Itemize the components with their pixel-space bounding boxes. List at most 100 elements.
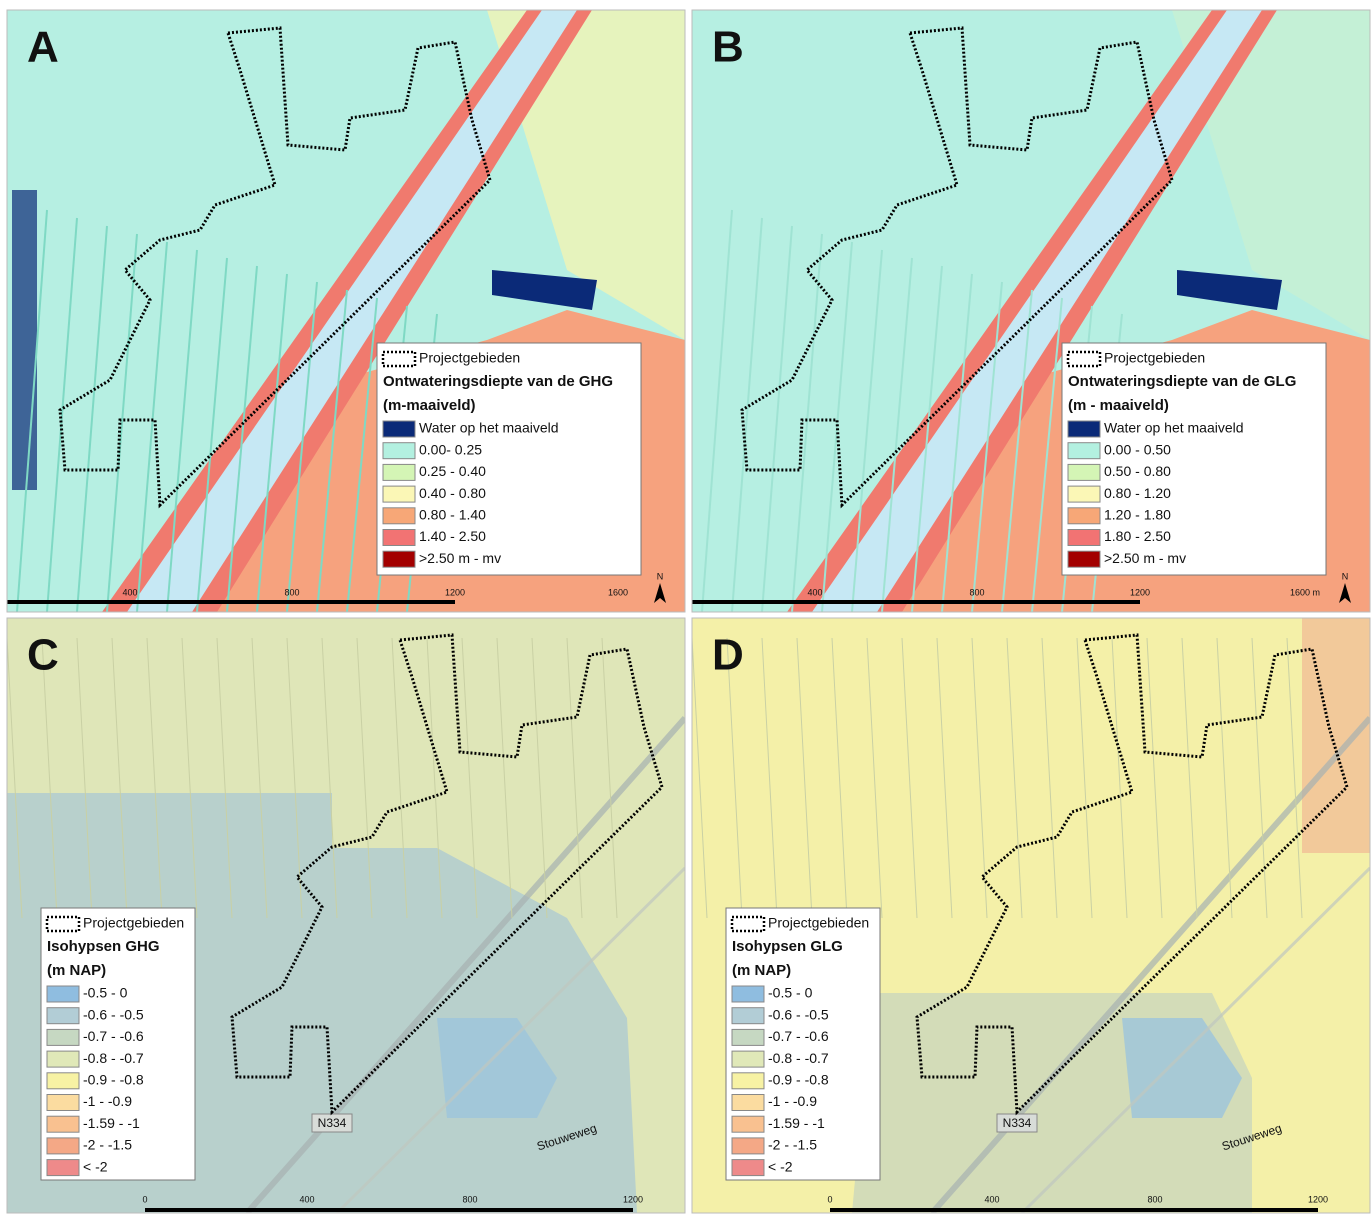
legend-item-label: -1.59 - -1 — [83, 1115, 140, 1131]
legend-swatch — [732, 1138, 764, 1154]
legend-item-label: -2 - -1.5 — [83, 1137, 132, 1153]
legend-unit: (m - maaiveld) — [1068, 397, 1169, 414]
legend-swatch — [47, 1138, 79, 1154]
legend-title: Isohypsen GLG — [732, 938, 843, 955]
legend-item-label: 0.80 - 1.20 — [1104, 485, 1171, 501]
legend-item-label: -0.6 - -0.5 — [83, 1006, 144, 1022]
legend-swatch — [383, 421, 415, 437]
legend-swatch — [383, 486, 415, 502]
legend-item-label: 1.20 - 1.80 — [1104, 507, 1171, 523]
legend-item-label: -0.8 - -0.7 — [768, 1050, 829, 1066]
legend-unit: (m-maaiveld) — [383, 397, 476, 414]
road-label: N334 — [1003, 1116, 1032, 1130]
scale-label: 0 — [142, 1194, 147, 1204]
legend-swatch — [732, 1073, 764, 1089]
legend-item-label: < -2 — [768, 1158, 793, 1174]
legend-item-label: 0.00 - 0.50 — [1104, 441, 1171, 457]
legend-swatch — [383, 508, 415, 524]
legend: Projectgebieden Ontwateringsdiepte van de… — [377, 343, 641, 575]
legend-swatch — [1068, 486, 1100, 502]
legend-unit: (m NAP) — [47, 962, 106, 979]
scale-label: 400 — [984, 1194, 999, 1204]
legend-unit: (m NAP) — [732, 962, 791, 979]
legend-swatch — [1068, 464, 1100, 480]
legend-swatch — [732, 1008, 764, 1024]
north-label: N — [1342, 571, 1349, 581]
legend-swatch — [732, 1051, 764, 1067]
legend-swatch — [732, 1029, 764, 1045]
panel-letter: C — [27, 631, 59, 680]
legend-title: Ontwateringsdiepte van de GLG — [1068, 373, 1296, 390]
legend-swatch — [732, 1116, 764, 1132]
legend-item-label: >2.50 m - mv — [1104, 550, 1186, 566]
legend-item-label: 1.80 - 2.50 — [1104, 528, 1171, 544]
legend-swatch — [1068, 530, 1100, 546]
legend-swatch — [47, 1095, 79, 1111]
legend-outline-label: Projectgebieden — [83, 915, 184, 931]
scale-label: 0 — [827, 1194, 832, 1204]
water-surface — [12, 190, 37, 490]
legend-item-label: >2.50 m - mv — [419, 550, 501, 566]
scale-label: 400 — [299, 1194, 314, 1204]
legend-item-label: < -2 — [83, 1158, 108, 1174]
legend-swatch — [383, 464, 415, 480]
legend-item-label: -0.5 - 0 — [768, 985, 813, 1001]
legend-swatch — [732, 1160, 764, 1176]
scale-label: 1200 — [445, 587, 465, 597]
scale-label: 1600 — [608, 587, 628, 597]
legend-swatch — [1068, 443, 1100, 459]
legend-swatch — [383, 551, 415, 567]
legend-swatch — [1068, 508, 1100, 524]
legend-item-label: 0.80 - 1.40 — [419, 507, 486, 523]
legend-item-label: 0.40 - 0.80 — [419, 485, 486, 501]
panel-letter: A — [27, 23, 59, 72]
north-label: N — [657, 571, 664, 581]
legend-swatch — [47, 986, 79, 1002]
legend-item-label: -0.9 - -0.8 — [83, 1072, 144, 1088]
legend-swatch — [47, 1073, 79, 1089]
legend-item-label: -1 - -0.9 — [768, 1093, 817, 1109]
legend-item-label: -0.7 - -0.6 — [768, 1028, 829, 1044]
scale-label: 800 — [1147, 1194, 1162, 1204]
scale-label: 800 — [969, 587, 984, 597]
legend-swatch — [732, 986, 764, 1002]
legend-outline-label: Projectgebieden — [1104, 350, 1205, 366]
scale-label: 400 — [122, 587, 137, 597]
scale-label: 1200 — [1130, 587, 1150, 597]
legend-item-label: 0.00- 0.25 — [419, 441, 482, 457]
legend-swatch — [47, 1160, 79, 1176]
scale-label: 400 — [807, 587, 822, 597]
scale-label: 800 — [284, 587, 299, 597]
scale-label: 1200 — [623, 1194, 643, 1204]
legend-item-label: -1.59 - -1 — [768, 1115, 825, 1131]
legend-swatch — [47, 1029, 79, 1045]
legend-item-label: Water op het maaiveld — [419, 420, 559, 436]
legend-item-label: -0.5 - 0 — [83, 985, 128, 1001]
legend-item-label: -0.9 - -0.8 — [768, 1072, 829, 1088]
legend-swatch — [47, 1051, 79, 1067]
scale-label: 1200 — [1308, 1194, 1328, 1204]
legend-swatch — [1068, 421, 1100, 437]
legend-swatch — [383, 530, 415, 546]
legend-swatch — [1068, 551, 1100, 567]
legend-outline-label: Projectgebieden — [768, 915, 869, 931]
legend-item-label: Water op het maaiveld — [1104, 420, 1244, 436]
high-zone — [1302, 618, 1370, 853]
legend-item-label: -1 - -0.9 — [83, 1093, 132, 1109]
legend-item-label: 1.40 - 2.50 — [419, 528, 486, 544]
scale-label: 1600 m — [1290, 587, 1320, 597]
legend-swatch — [732, 1095, 764, 1111]
legend-swatch — [47, 1116, 79, 1132]
legend-title: Ontwateringsdiepte van de GHG — [383, 373, 613, 390]
legend: Projectgebieden Isohypsen GLG (m NAP) -0.5 … — [726, 908, 880, 1180]
figure: 400 800 1200 1600 N A Projectgebieden Ontwateri… — [0, 0, 1372, 1215]
legend: Projectgebieden Ontwateringsdiepte van de… — [1062, 343, 1326, 575]
legend-item-label: -0.6 - -0.5 — [768, 1006, 829, 1022]
legend-item-label: 0.50 - 0.80 — [1104, 463, 1171, 479]
road-label: N334 — [318, 1116, 347, 1130]
panel-letter: D — [712, 631, 744, 680]
legend-item-label: -2 - -1.5 — [768, 1137, 817, 1153]
panel-letter: B — [712, 23, 744, 72]
legend-outline-label: Projectgebieden — [419, 350, 520, 366]
